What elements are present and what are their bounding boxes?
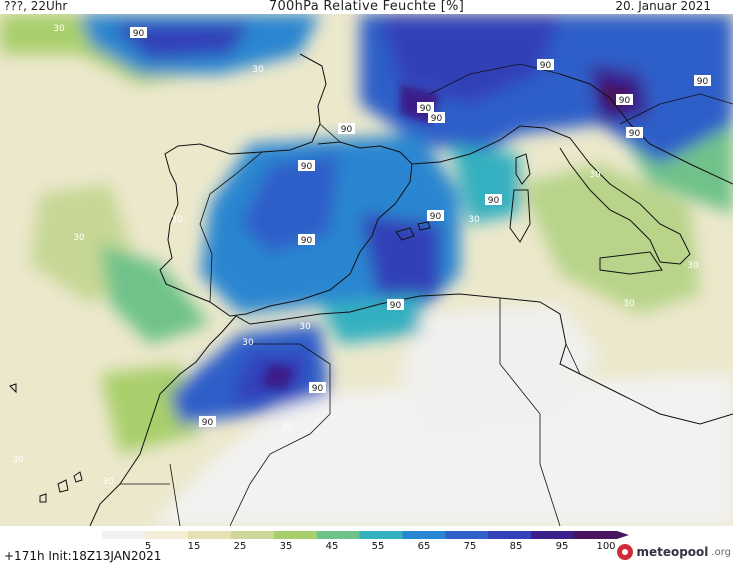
colorbar-tick: 75 (463, 541, 477, 552)
colorbar-segment (488, 531, 532, 539)
colorbar-segment (230, 531, 275, 539)
contour-label: 90 (298, 234, 315, 246)
svg-text:90: 90 (430, 212, 442, 222)
svg-text:90: 90 (629, 129, 641, 139)
contour-label: 90 (199, 416, 216, 428)
contour-label: 90 (387, 299, 404, 311)
svg-text:30: 30 (468, 215, 480, 225)
colorbar-segment (273, 531, 318, 539)
svg-text:30: 30 (687, 261, 699, 271)
canary-islands (9, 383, 83, 503)
colorbar-tick: 100 (596, 541, 616, 552)
contour-label: 30 (12, 455, 24, 465)
contour-label: 90 (626, 127, 643, 139)
coastlines (89, 53, 733, 526)
contour-label: 30 (687, 261, 699, 271)
svg-text:90: 90 (202, 418, 214, 428)
contour-label: 30 (468, 215, 480, 225)
run-info: +171h Init:18Z13JAN2021 (4, 549, 162, 563)
svg-text:90: 90 (420, 104, 432, 114)
svg-text:30: 30 (12, 455, 24, 465)
svg-text:30: 30 (623, 299, 635, 309)
colorbar-ticks: 5 15 25 35 45 55 65 75 85 95 100 (0, 541, 733, 555)
colorbar-segment (102, 531, 146, 539)
contour-label: 90 (338, 123, 355, 135)
colorbar (102, 531, 629, 539)
contour-label: 90 (427, 210, 444, 222)
colorbar-segment (402, 531, 446, 539)
brand-suffix: .org (711, 546, 731, 558)
svg-text:90: 90 (488, 196, 500, 206)
colorbar-tick: 5 (144, 541, 152, 552)
colorbar-tick: 25 (233, 541, 247, 552)
svg-text:90: 90 (619, 96, 631, 106)
colorbar-segment (531, 531, 575, 539)
svg-text:30: 30 (299, 322, 311, 332)
colorbar-segment (187, 531, 232, 539)
svg-text:30: 30 (281, 423, 293, 433)
colorbar-tick: 35 (279, 541, 293, 552)
contour-label: 30 (299, 322, 311, 332)
colorbar-segment (574, 531, 618, 539)
meteopool-logo-icon (617, 544, 634, 560)
colorbar-tick: 45 (325, 541, 339, 552)
svg-text:30: 30 (102, 477, 114, 487)
colorbar-tick: 15 (187, 541, 201, 552)
colorbar-arrow (617, 531, 629, 539)
map-header: ???, 22Uhr 700hPa Relative Feuchte [%] 2… (0, 0, 733, 14)
svg-text:90: 90 (341, 125, 353, 135)
contour-label: 30 (102, 477, 114, 487)
contour-label: 90 (537, 59, 554, 71)
svg-text:30: 30 (53, 24, 65, 34)
svg-text:30: 30 (589, 170, 601, 180)
map-title: 700hPa Relative Feuchte [%] (268, 0, 465, 14)
contour-label: 90 (485, 194, 502, 206)
svg-text:90: 90 (301, 236, 313, 246)
svg-text:90: 90 (301, 162, 313, 172)
contour-label: 30 (73, 233, 85, 243)
brand-logo[interactable]: meteopool .org (617, 544, 731, 560)
colorbar-tick: 85 (509, 541, 523, 552)
contour-label: 30 (242, 338, 254, 348)
colorbar-segment (316, 531, 360, 539)
contour-label: 90 (298, 160, 315, 172)
colorbar-segment (445, 531, 489, 539)
contour-label: 30 (252, 65, 264, 75)
colorbar-segment (359, 531, 403, 539)
contour-label: 30 (589, 170, 601, 180)
valid-date-label: 20. Januar 2021 (615, 0, 711, 13)
svg-text:90: 90 (133, 29, 145, 39)
humidity-field (0, 14, 733, 526)
contour-label: 90 (616, 94, 633, 106)
brand-name: meteopool (636, 545, 709, 559)
colorbar-tick: 55 (371, 541, 385, 552)
svg-text:90: 90 (697, 77, 709, 87)
contour-label: 90 (417, 102, 434, 114)
valid-time-label: ???, 22Uhr (4, 0, 68, 13)
svg-text:30: 30 (252, 65, 264, 75)
svg-text:30: 30 (171, 215, 183, 225)
contour-labels: 90 90 90 90 90 90 (12, 24, 711, 487)
contour-label: 30 (171, 215, 183, 225)
svg-text:90: 90 (390, 301, 402, 311)
svg-text:30: 30 (242, 338, 254, 348)
svg-text:90: 90 (431, 114, 443, 124)
contour-label: 90 (130, 27, 147, 39)
contour-label: 30 (53, 24, 65, 34)
humidity-map[interactable]: 90 90 90 90 90 90 (0, 14, 733, 526)
svg-text:90: 90 (540, 61, 552, 71)
svg-text:90: 90 (312, 384, 324, 394)
colorbar-tick: 95 (555, 541, 569, 552)
contour-label: 90 (694, 75, 711, 87)
svg-text:30: 30 (73, 233, 85, 243)
contour-label: 90 (309, 382, 326, 394)
colorbar-tick: 65 (417, 541, 431, 552)
colorbar-segment (144, 531, 189, 539)
contour-label: 90 (428, 112, 445, 124)
contour-label: 30 (281, 423, 293, 433)
contour-label: 30 (623, 299, 635, 309)
